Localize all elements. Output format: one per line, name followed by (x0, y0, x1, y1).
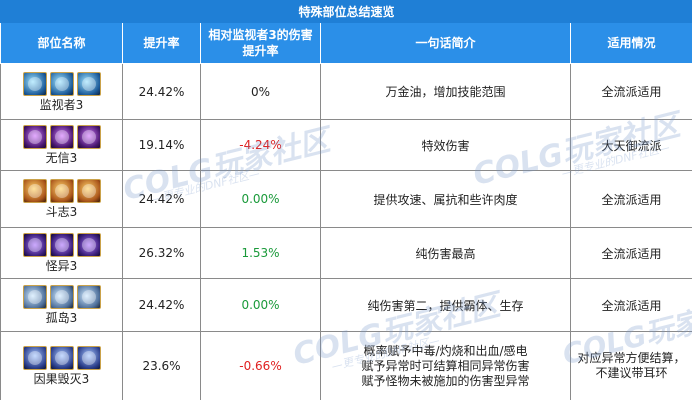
part-name: 斗志3 (45, 205, 78, 219)
usage-line: 不建议带耳环 (595, 366, 668, 380)
summary-text: 提供攻速、属抗和些许肉度 (320, 170, 571, 228)
part-cell: 斗志3 (0, 170, 123, 228)
summary-text: 特效伤害 (320, 119, 571, 171)
boost-value: 24.42% (122, 170, 201, 228)
part-icons (2, 125, 122, 149)
odd-orb-icon (49, 233, 74, 257)
table-row: 因果毁灭3 23.6% -0.66% 概率赋予中毒/灼烧和出血/感电 赋予异常时… (0, 331, 692, 400)
summary-text: 概率赋予中毒/灼烧和出血/感电 赋予异常时可结算相同异常伤害 赋予怪物未被施加的… (320, 331, 571, 400)
usage-text: 全流派适用 (569, 63, 692, 120)
header-summary: 一句话简介 (320, 22, 571, 64)
table-title-row: 特殊部位总结速览 (0, 0, 692, 23)
part-name: 监视者3 (39, 97, 84, 112)
part-name: 因果毁灭3 (33, 372, 90, 386)
fist-ring-icon (76, 179, 101, 203)
odd-ring-icon (76, 233, 101, 257)
usage-text: 对应异常方便结算， 不建议带耳环 (569, 331, 692, 400)
table-row: 斗志3 24.42% 0.00% 提供攻速、属抗和些许肉度 全流派适用 (0, 170, 692, 228)
header-relative-line2: 提升率 (242, 44, 279, 58)
usage-text: 全流派适用 (569, 278, 692, 332)
relative-value: 1.53% (200, 227, 321, 279)
doom-bracelet-icon (22, 346, 47, 370)
void-bracelet-icon (22, 125, 47, 149)
relative-value: 0% (200, 63, 321, 120)
isle-bracelet-icon (22, 285, 47, 309)
usage-text: 大天御流派 (569, 119, 692, 171)
summary-line: 概率赋予中毒/灼烧和出血/感电 (363, 343, 528, 358)
part-icons (2, 346, 122, 370)
usage-text: 全流派适用 (569, 170, 692, 228)
summary-line: 赋予异常时可结算相同异常伤害 (361, 358, 530, 373)
usage-text: 全流派适用 (569, 227, 692, 279)
part-name: 孤岛3 (45, 311, 78, 325)
isle-ring-icon (76, 285, 101, 309)
eye-orb-icon (49, 71, 74, 96)
eye-ring-icon (76, 71, 101, 96)
part-name: 怪异3 (45, 259, 78, 273)
doom-ring-icon (76, 346, 101, 370)
part-name: 无信3 (45, 151, 78, 165)
boost-value: 19.14% (122, 119, 201, 171)
table-title: 特殊部位总结速览 (0, 0, 692, 23)
relative-value: -0.66% (200, 331, 321, 400)
summary-text: 万金油，增加技能范围 (320, 63, 571, 120)
part-cell: 怪异3 (0, 227, 123, 279)
part-icons (2, 179, 122, 203)
void-ring-icon (76, 125, 101, 149)
header-row: 部位名称 提升率 相对监视者3的伤害 提升率 一句话简介 适用情况 (0, 22, 692, 64)
doom-orb-icon (49, 346, 74, 370)
usage-line: 对应异常方便结算， (577, 351, 686, 365)
part-icons (2, 71, 122, 96)
header-part-name: 部位名称 (0, 22, 123, 64)
odd-bracelet-icon (22, 233, 47, 257)
header-usage: 适用情况 (569, 22, 692, 64)
table-row: 怪异3 26.32% 1.53% 纯伤害最高 全流派适用 (0, 227, 692, 279)
isle-orb-icon (49, 285, 74, 309)
summary-line: 赋予怪物未被施加的伤害型异常 (361, 373, 530, 388)
boost-value: 24.42% (122, 278, 201, 332)
part-cell: 无信3 (0, 119, 123, 171)
summary-text: 纯伤害最高 (320, 227, 571, 279)
part-cell: 监视者3 (0, 63, 123, 120)
part-cell: 孤岛3 (0, 278, 123, 332)
void-orb-icon (49, 125, 74, 149)
boost-value: 26.32% (122, 227, 201, 279)
eye-artifact-icon (22, 71, 47, 96)
fist-orb-icon (49, 179, 74, 203)
table-row: 监视者3 24.42% 0% 万金油，增加技能范围 全流派适用 (0, 63, 692, 120)
summary-text: 纯伤害第二，提供霸体、生存 (320, 278, 571, 332)
boost-value: 23.6% (122, 331, 201, 400)
header-boost: 提升率 (122, 22, 201, 64)
relative-value: -4.24% (200, 119, 321, 171)
relative-value: 0.00% (200, 170, 321, 228)
part-icons (2, 285, 122, 309)
part-icons (2, 233, 122, 257)
boost-value: 24.42% (122, 63, 201, 120)
table-row: 孤岛3 24.42% 0.00% 纯伤害第二，提供霸体、生存 全流派适用 (0, 278, 692, 332)
header-relative-line1: 相对监视者3的伤害 (208, 28, 313, 42)
table-row: 无信3 19.14% -4.24% 特效伤害 大天御流派 (0, 119, 692, 171)
part-cell: 因果毁灭3 (0, 331, 123, 400)
relative-value: 0.00% (200, 278, 321, 332)
fist-bracelet-icon (22, 179, 47, 203)
header-relative: 相对监视者3的伤害 提升率 (200, 22, 321, 64)
